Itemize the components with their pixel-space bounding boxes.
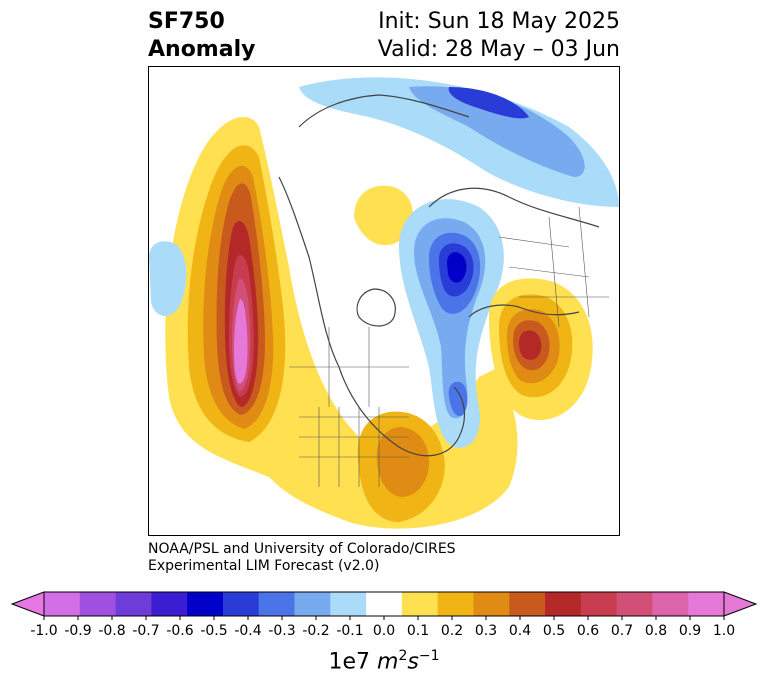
greenland-coast [356, 288, 396, 327]
colorbar-cell [294, 592, 331, 616]
valid-dates: Valid: 28 May – 03 Jun [377, 37, 620, 62]
colorbar-cell [437, 592, 474, 616]
title-left: SF750 Anomaly [148, 8, 255, 64]
colorbar-tick-label: 1.0 [713, 623, 735, 639]
colorbar-tick-label: -0.9 [64, 623, 91, 639]
colorbar-tick-label: -0.1 [336, 623, 363, 639]
neg-anomaly-atlantic-4 [448, 381, 468, 417]
colorbar-cell [258, 592, 296, 616]
init-date: Init: Sun 18 May 2025 [378, 9, 620, 34]
colorbar-cell [616, 592, 653, 616]
colorbar-cell [151, 592, 188, 616]
north-america-coast [278, 176, 466, 457]
colorbar-cell [545, 592, 582, 616]
colorbar-tick-label: 0.1 [407, 623, 429, 639]
colorbar-cell [688, 592, 725, 616]
colorbar-tick-label: 0.4 [509, 623, 531, 639]
colorbar-tick-label: -0.2 [302, 623, 329, 639]
credit-line-2: Experimental LIM Forecast (v2.0) [148, 558, 380, 574]
colorbar-tick-label: -0.7 [132, 623, 159, 639]
units-m-exp: 2 [398, 648, 408, 664]
colorbar-tick-label: 0.3 [475, 623, 497, 639]
colorbar-cell [115, 592, 152, 616]
colorbar-units: 1e7 m2s−1 [0, 648, 768, 674]
pos-anomaly-east-europe-5 [519, 330, 542, 360]
colorbar-tick-label: -0.4 [234, 623, 261, 639]
pos-anomaly-east-na-2 [376, 427, 429, 497]
colorbar-tick-label: 0.7 [611, 623, 633, 639]
colorbar-tick-label: -0.8 [98, 623, 125, 639]
credits: NOAA/PSL and University of Colorado/CIRE… [148, 541, 456, 575]
credit-line-1: NOAA/PSL and University of Colorado/CIRE… [148, 541, 456, 557]
field-kind: Anomaly [148, 37, 256, 62]
colorbar-tick-label: 0.6 [577, 623, 599, 639]
colorbar-tick-label: 0.2 [441, 623, 463, 639]
map-svg [149, 77, 619, 529]
colorbar: -1.0 -0.9 -0.8 -0.7 -0.6 -0.5 -0.4 -0.3 -0.2 -0.1… [10, 591, 758, 639]
colorbar-cell [330, 592, 367, 616]
neg-anomaly-europe-5 [447, 252, 467, 283]
colorbar-cell [473, 592, 510, 616]
us-states-grid [299, 407, 409, 487]
colorbar-cell [366, 592, 403, 616]
units-prefix: 1e7 [328, 649, 371, 675]
colorbar-ticks: -1.0 -0.9 -0.8 -0.7 -0.6 -0.5 -0.4 -0.3 -0.2 -0.1… [30, 616, 735, 639]
neg-anomaly-siberia-3 [448, 87, 529, 119]
anomaly-map [148, 66, 620, 536]
borders [289, 206, 609, 487]
colorbar-tick-label: -0.3 [268, 623, 295, 639]
colorbar-cell [44, 592, 81, 616]
colorbar-cell [652, 592, 689, 616]
neg-anomaly-siberia [299, 77, 619, 207]
colorbar-tick-label: -0.6 [166, 623, 193, 639]
title-right: Init: Sun 18 May 2025 Valid: 28 May – 03… [378, 8, 620, 64]
colorbar-cell [509, 592, 546, 616]
pos-anomaly-arctic [354, 185, 413, 246]
colorbar-over-arrow [723, 591, 758, 617]
eurasia-coast [428, 187, 600, 318]
neg-anomaly-siberia-2 [409, 86, 585, 177]
colorbar-tick-label: 0.8 [645, 623, 667, 639]
colorbar-cell [187, 592, 224, 616]
pos-anomaly-pacific-8 [234, 299, 248, 384]
colorbar-under-arrow [10, 591, 45, 617]
colorbar-tick-label: 0.0 [373, 623, 395, 639]
colorbar-cell [401, 592, 439, 616]
colorbar-cell [79, 592, 117, 616]
coastlines [278, 94, 600, 457]
colorbar-tick-label: 0.5 [543, 623, 565, 639]
units-s-exp: −1 [418, 648, 440, 664]
asia-coast [298, 94, 470, 128]
canada-provinces [289, 327, 409, 407]
units-m: m [377, 649, 399, 675]
colorbar-cell [580, 592, 618, 616]
colorbar-tick-label: -0.5 [200, 623, 227, 639]
colorbar-cell [222, 592, 260, 616]
neg-anomaly-pacific [149, 241, 187, 317]
colorbar-cells [10, 591, 758, 617]
colorbar-tick-label: -1.0 [30, 623, 57, 639]
field-name: SF750 [148, 9, 225, 34]
eurasia-borders [498, 206, 609, 328]
units-s: s [407, 649, 419, 675]
anomaly-contours [149, 77, 619, 529]
colorbar-tick-label: 0.9 [679, 623, 701, 639]
